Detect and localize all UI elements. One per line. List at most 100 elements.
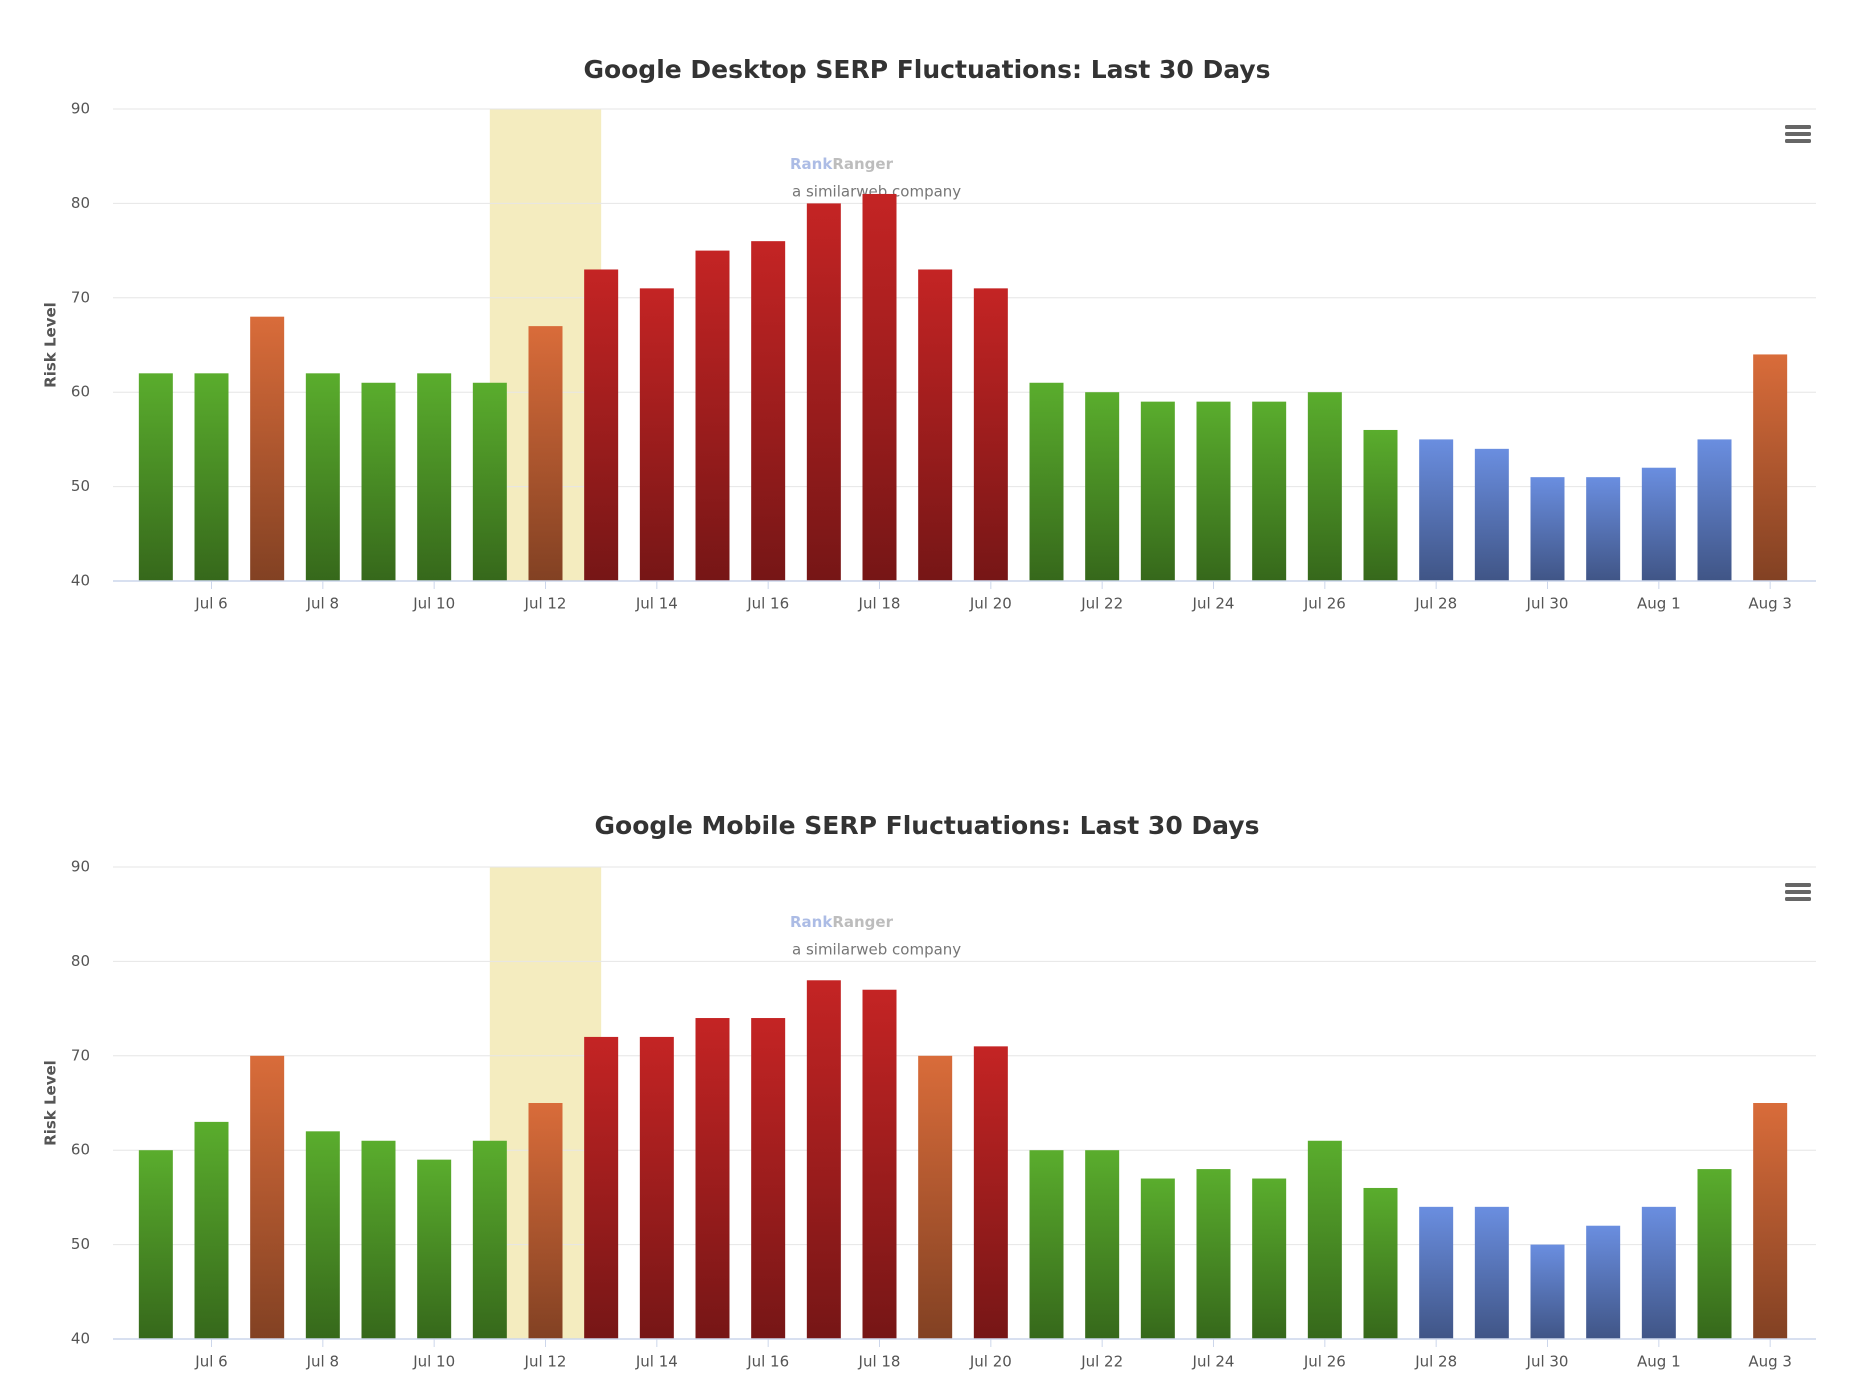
watermark-brand-b: Ranger	[832, 913, 893, 931]
bar	[1474, 448, 1509, 581]
menu-line	[1785, 125, 1811, 129]
x-tick-label: Jul 26	[1303, 1353, 1346, 1371]
bar	[1085, 392, 1120, 581]
bar	[138, 373, 173, 581]
x-tick-label: Jul 6	[194, 595, 227, 613]
watermark-tagline: a similarweb company	[792, 183, 961, 201]
y-tick-label: 40	[71, 572, 90, 590]
x-tick-label: Jul 12	[524, 1353, 567, 1371]
y-tick-label: 80	[71, 194, 90, 212]
x-tick-label: Jul 12	[524, 595, 567, 613]
x-tick-label: Jul 16	[746, 1353, 789, 1371]
bar	[138, 1150, 173, 1339]
bar	[862, 989, 897, 1339]
bar	[1363, 1187, 1398, 1339]
x-tick-label: Jul 8	[306, 595, 339, 613]
bar	[639, 1036, 674, 1339]
chart-menu-button[interactable]	[1785, 883, 1811, 901]
x-tick-label: Aug 3	[1748, 1353, 1792, 1371]
bar	[1029, 1150, 1064, 1339]
bar	[1252, 1178, 1287, 1339]
watermark-brand-a: Rank	[790, 913, 833, 931]
x-tick-label: Jul 14	[635, 1353, 678, 1371]
bar	[1697, 439, 1732, 581]
bar	[918, 1055, 953, 1339]
x-tick-label: Jul 10	[412, 595, 455, 613]
menu-line	[1785, 132, 1811, 136]
chart-title: Google Mobile SERP Fluctuations: Last 30…	[595, 811, 1260, 840]
bar	[1586, 1225, 1621, 1339]
x-tick-label: Jul 28	[1414, 595, 1457, 613]
x-tick-label: Jul 16	[746, 595, 789, 613]
bar	[361, 1140, 396, 1339]
bar	[1753, 1103, 1788, 1339]
bar	[305, 373, 340, 581]
bar	[1363, 429, 1398, 581]
x-tick-label: Jul 8	[306, 1353, 339, 1371]
chart-title: Google Desktop SERP Fluctuations: Last 3…	[583, 55, 1270, 84]
menu-line	[1785, 890, 1811, 894]
bar	[194, 373, 229, 581]
watermark-brand-a: Rank	[790, 155, 833, 173]
bar	[584, 1036, 619, 1339]
y-axis-label: Risk Level	[42, 302, 60, 388]
bar	[472, 1140, 507, 1339]
x-tick-label: Jul 22	[1080, 1353, 1123, 1371]
bar	[639, 288, 674, 581]
bar	[1029, 382, 1064, 581]
bar	[250, 1055, 285, 1339]
bar	[1307, 392, 1342, 581]
x-tick-label: Aug 1	[1637, 1353, 1681, 1371]
x-tick-label: Jul 18	[858, 1353, 901, 1371]
bar	[806, 980, 841, 1339]
y-tick-label: 40	[71, 1330, 90, 1348]
bar	[806, 203, 841, 581]
bar	[584, 269, 619, 581]
bar	[751, 1018, 786, 1339]
menu-line	[1785, 897, 1811, 901]
x-tick-label: Jul 26	[1303, 595, 1346, 613]
bar	[361, 382, 396, 581]
bar	[417, 373, 452, 581]
bar	[751, 241, 786, 581]
bar	[1753, 354, 1788, 581]
y-tick-label: 80	[71, 952, 90, 970]
x-tick-label: Jul 6	[194, 1353, 227, 1371]
y-tick-label: 50	[71, 1235, 90, 1253]
bar	[973, 1046, 1008, 1339]
menu-line	[1785, 883, 1811, 887]
bar	[528, 326, 563, 581]
watermark-brand: RankRanger	[790, 913, 894, 931]
bar	[528, 1103, 563, 1339]
x-tick-label: Jul 22	[1080, 595, 1123, 613]
x-tick-label: Jul 14	[635, 595, 678, 613]
bar	[1419, 439, 1454, 581]
bar	[1697, 1169, 1732, 1339]
bar	[1530, 1244, 1565, 1339]
y-axis-label: Risk Level	[42, 1060, 60, 1146]
x-tick-label: Jul 28	[1414, 1353, 1457, 1371]
x-tick-label: Jul 24	[1192, 595, 1235, 613]
bar	[1307, 1140, 1342, 1339]
bar	[1419, 1206, 1454, 1339]
bar	[973, 288, 1008, 581]
x-tick-label: Jul 24	[1192, 1353, 1235, 1371]
x-tick-label: Jul 20	[969, 595, 1012, 613]
bar	[417, 1159, 452, 1339]
bar	[1196, 1169, 1231, 1339]
y-tick-label: 60	[71, 1141, 90, 1159]
bar	[1140, 1178, 1175, 1339]
y-tick-label: 90	[71, 858, 90, 876]
bar	[1641, 467, 1676, 581]
x-tick-label: Aug 3	[1748, 595, 1792, 613]
watermark-brand-b: Ranger	[832, 155, 893, 173]
menu-line	[1785, 139, 1811, 143]
bar	[862, 193, 897, 581]
bar	[695, 1018, 730, 1339]
chart-menu-button[interactable]	[1785, 125, 1811, 143]
bar	[1140, 401, 1175, 581]
bar	[1085, 1150, 1120, 1339]
y-tick-label: 70	[71, 1046, 90, 1064]
bar	[1530, 477, 1565, 581]
